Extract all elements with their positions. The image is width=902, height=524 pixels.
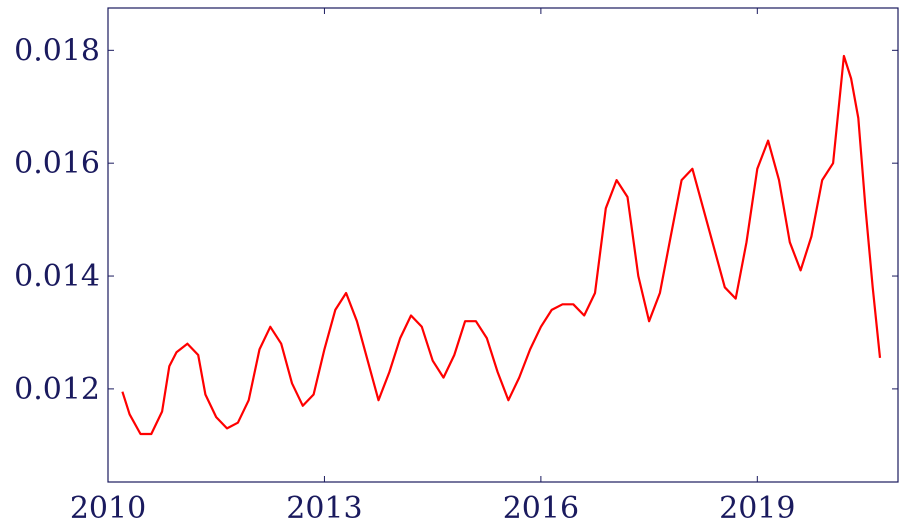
y-tick-label: 0.014 [14, 259, 100, 294]
series-layer [121, 54, 882, 436]
y-tick-label: 0.016 [14, 146, 100, 181]
x-axis-ticks [107, 8, 758, 482]
x-tick-label: 2010 [70, 491, 146, 524]
x-tick-label: 2016 [503, 491, 579, 524]
x-tick-label: 2013 [286, 491, 362, 524]
y-axis-tick-labels: 0.012 0.014 0.016 0.018 [14, 33, 100, 407]
y-axis-ticks [108, 49, 898, 390]
x-axis-tick-labels: 2010 2013 2016 2019 [70, 491, 796, 524]
y-tick-label: 0.018 [14, 33, 100, 68]
series-line [121, 54, 882, 436]
x-tick-label: 2019 [719, 491, 795, 524]
plot-area-frame [107, 7, 899, 483]
y-tick-label: 0.012 [14, 372, 100, 407]
